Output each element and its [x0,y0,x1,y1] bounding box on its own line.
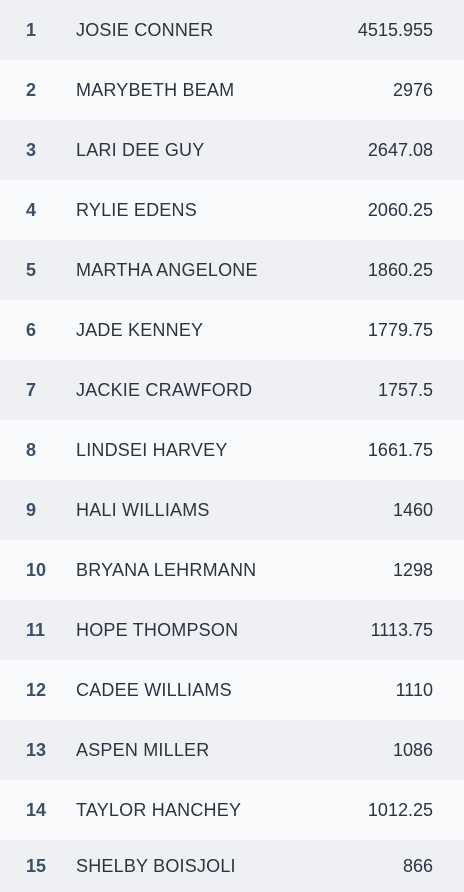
player-name: LARI DEE GUY [76,139,205,160]
leaderboard-row[interactable]: 6 JADE KENNEY 1779.75 [0,300,464,360]
rank-number: 3 [26,139,37,160]
player-name: SHELBY BOISJOLI [76,855,236,876]
player-name: CADEE WILLIAMS [76,679,232,700]
leaderboard-row[interactable]: 7 JACKIE CRAWFORD 1757.5 [0,360,464,420]
leaderboard-row[interactable]: 9 HALI WILLIAMS 1460 [0,480,464,540]
player-name: HALI WILLIAMS [76,499,210,520]
rank-number: 1 [26,19,37,40]
leaderboard-row[interactable]: 12 CADEE WILLIAMS 1110 [0,660,464,720]
player-score: 1779.75 [367,319,433,340]
rank-number: 7 [26,379,37,400]
rank-number: 4 [26,199,37,220]
player-score: 1298 [392,559,433,580]
rank-number: 11 [26,619,46,640]
rank-number: 15 [26,855,47,876]
player-score: 2976 [392,79,433,100]
player-name: BRYANA LEHRMANN [76,559,257,580]
player-name: TAYLOR HANCHEY [76,799,242,820]
rank-number: 6 [26,319,37,340]
player-name: ASPEN MILLER [76,739,210,760]
player-score: 1757.5 [377,379,433,400]
player-score: 866 [402,855,433,876]
leaderboard-row[interactable]: 3 LARI DEE GUY 2647.08 [0,120,464,180]
rank-number: 2 [26,79,37,100]
leaderboard-row[interactable]: 4 RYLIE EDENS 2060.25 [0,180,464,240]
player-score: 1110 [395,679,433,700]
player-name: HOPE THOMPSON [76,619,239,640]
player-score: 1661.75 [367,439,433,460]
player-score: 1860.25 [367,259,433,280]
player-name: LINDSEI HARVEY [76,439,228,460]
leaderboard-row[interactable]: 2 MARYBETH BEAM 2976 [0,60,464,120]
leaderboard-row[interactable]: 10 BRYANA LEHRMANN 1298 [0,540,464,600]
rank-number: 14 [26,799,47,820]
leaderboard-row[interactable]: 11 HOPE THOMPSON 1113.75 [0,600,464,660]
player-name: MARTHA ANGELONE [76,259,258,280]
rank-number: 9 [26,499,37,520]
leaderboard-row[interactable]: 15 SHELBY BOISJOLI 866 [0,840,464,892]
rank-number: 10 [26,559,47,580]
player-score: 1113.75 [370,619,433,640]
rank-number: 8 [26,439,37,460]
rank-number: 13 [26,739,47,760]
leaderboard-row[interactable]: 14 TAYLOR HANCHEY 1012.25 [0,780,464,840]
leaderboard-row[interactable]: 5 MARTHA ANGELONE 1860.25 [0,240,464,300]
player-score: 4515.955 [357,19,433,40]
rank-number: 12 [26,679,47,700]
player-name: JOSIE CONNER [76,19,214,40]
leaderboard-row[interactable]: 1 JOSIE CONNER 4515.955 [0,0,464,60]
player-name: JACKIE CRAWFORD [76,379,253,400]
player-name: RYLIE EDENS [76,199,197,220]
leaderboard-row[interactable]: 8 LINDSEI HARVEY 1661.75 [0,420,464,480]
player-score: 2060.25 [367,199,433,220]
leaderboard-row[interactable]: 13 ASPEN MILLER 1086 [0,720,464,780]
player-score: 1460 [392,499,433,520]
player-name: JADE KENNEY [76,319,204,340]
player-score: 2647.08 [367,139,433,160]
rank-number: 5 [26,259,37,280]
player-name: MARYBETH BEAM [76,79,235,100]
player-score: 1086 [392,739,433,760]
player-score: 1012.25 [367,799,433,820]
